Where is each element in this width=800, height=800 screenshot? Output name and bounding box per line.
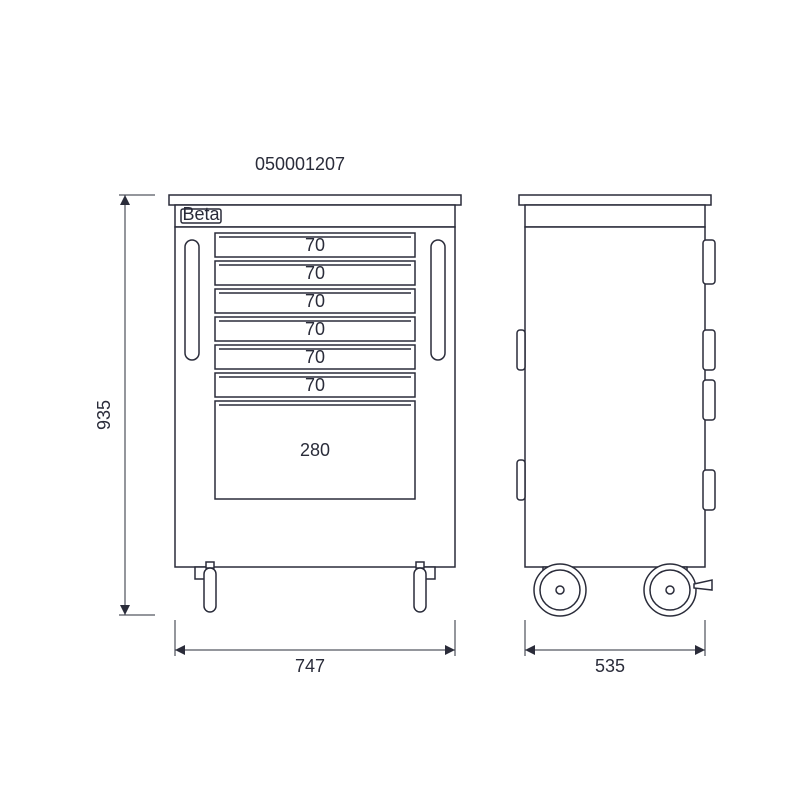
drawer-small-label: 70 (305, 375, 325, 395)
drawer-small-label: 70 (305, 291, 325, 311)
drawer-small-label: 70 (305, 347, 325, 367)
dim-height-label: 935 (94, 400, 114, 430)
caster-wheel (204, 568, 216, 612)
drawer-small-label: 70 (305, 263, 325, 283)
side-latch (703, 240, 715, 284)
technical-drawing: 050001207 Beta 70 70 70 70 70 70 280 935 747 535 (0, 0, 800, 800)
dim-depth-label: 535 (595, 656, 625, 676)
product-code: 050001207 (255, 154, 345, 174)
worktop-cap-side (519, 195, 711, 205)
side-latch (703, 380, 715, 420)
drawer-small-label: 70 (305, 319, 325, 339)
cabinet-body-side (525, 227, 705, 567)
caster-wheel (414, 568, 426, 612)
side-handle-left (185, 240, 199, 360)
caster-wheel-side (534, 564, 586, 616)
dim-width-label: 747 (295, 656, 325, 676)
drawer-small-label: 70 (305, 235, 325, 255)
side-handle-right (431, 240, 445, 360)
side-latch (703, 330, 715, 370)
drawer-large-label: 280 (300, 440, 330, 460)
caster-wheel-side (644, 564, 696, 616)
brake-lever (694, 580, 712, 590)
side-latch (703, 470, 715, 510)
brand-label: Beta (182, 204, 220, 224)
